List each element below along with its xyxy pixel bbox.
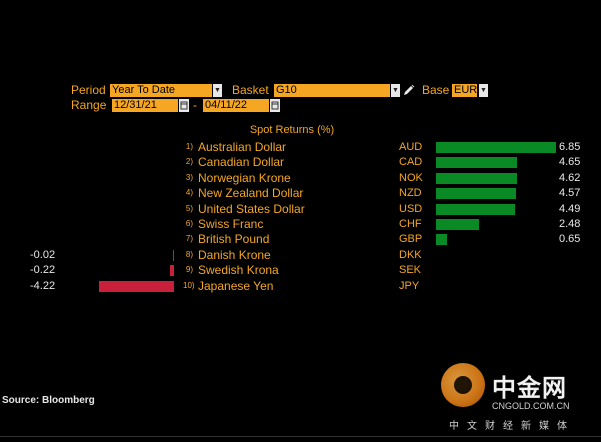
rank-number: 7) — [185, 234, 193, 244]
bar — [436, 219, 480, 230]
currency-name: Danish Krone — [198, 247, 271, 262]
basket-dropdown-chevron-down-icon[interactable]: ▼ — [391, 84, 400, 97]
period-label: Period — [71, 83, 106, 97]
bar — [436, 142, 556, 153]
currency-code: DKK — [399, 248, 422, 261]
bar — [436, 157, 518, 169]
bar — [436, 188, 517, 200]
value-label: 2.48 — [559, 218, 581, 230]
bar — [99, 280, 174, 292]
rank-number: 3) — [185, 172, 193, 182]
rank-number: 8) — [185, 249, 193, 259]
watermark-logo-inner — [454, 376, 472, 394]
rank-number: 1) — [185, 142, 193, 151]
currency-code: USD — [399, 202, 423, 215]
bar — [172, 249, 174, 261]
currency-code: NOK — [399, 171, 423, 184]
currency-code: AUD — [399, 141, 423, 153]
currency-name: British Pound — [198, 232, 270, 247]
range-separator: - — [193, 98, 197, 112]
currency-name: Swedish Krona — [198, 263, 279, 278]
base-label: Base — [422, 83, 450, 97]
currency-name: United States Dollar — [198, 201, 305, 216]
value-label: 4.49 — [559, 202, 581, 215]
watermark-subtitle: 中文财经新媒体 — [449, 421, 575, 432]
source-note: Source: Bloomberg — [2, 395, 95, 406]
basket-select[interactable]: G10 — [274, 84, 390, 97]
end-date-calendar-icon[interactable] — [270, 99, 280, 112]
end-date-field[interactable]: 04/11/22 — [203, 99, 269, 112]
currency-name: Swiss Franc — [198, 217, 264, 231]
base-select[interactable]: EUR — [452, 84, 478, 97]
currency-name: New Zealand Dollar — [198, 186, 304, 201]
rank-number: 10) — [183, 280, 195, 290]
currency-code: CHF — [399, 218, 422, 230]
basket-label: Basket — [232, 83, 269, 97]
currency-name: Norwegian Krone — [198, 170, 291, 185]
chart-title: Spot Returns (%) — [249, 124, 335, 136]
start-date-field[interactable]: 12/31/21 — [112, 99, 178, 112]
value-label: -0.02 — [30, 248, 56, 261]
rank-number: 9) — [185, 265, 193, 275]
period-dropdown-chevron-down-icon[interactable]: ▼ — [213, 84, 222, 97]
currency-name: Canadian Dollar — [198, 155, 285, 170]
bar — [436, 234, 448, 246]
currency-code: CAD — [399, 156, 423, 169]
currency-code: GBP — [399, 233, 423, 246]
value-label: 0.65 — [559, 233, 581, 246]
bar — [170, 265, 174, 277]
start-date-calendar-icon[interactable] — [179, 99, 189, 112]
rank-number: 5) — [185, 203, 193, 213]
watermark-url: CNGOLD.COM.CN — [492, 401, 570, 411]
value-label: 4.65 — [559, 156, 581, 169]
value-label: 4.57 — [559, 187, 581, 200]
value-label: 4.62 — [559, 171, 581, 184]
watermark-title: 中金网 — [492, 374, 567, 402]
currency-code: NZD — [399, 187, 422, 200]
currency-code: JPY — [399, 279, 420, 292]
rank-number: 6) — [185, 219, 193, 228]
currency-code: SEK — [399, 264, 422, 277]
bar — [436, 172, 517, 184]
base-dropdown-chevron-down-icon[interactable]: ▼ — [479, 84, 488, 97]
value-label: 6.85 — [559, 141, 581, 153]
range-label: Range — [71, 98, 107, 112]
rank-number: 4) — [185, 188, 193, 198]
value-label: -4.22 — [30, 279, 56, 292]
currency-name: Japanese Yen — [198, 278, 274, 293]
bar — [436, 203, 515, 215]
edit-pencil-icon[interactable] — [403, 84, 415, 96]
value-label: -0.22 — [30, 264, 56, 277]
period-select[interactable]: Year To Date — [110, 84, 212, 97]
bottom-divider — [0, 436, 601, 437]
currency-name: Australian Dollar — [198, 140, 287, 154]
rank-number: 2) — [185, 157, 193, 167]
